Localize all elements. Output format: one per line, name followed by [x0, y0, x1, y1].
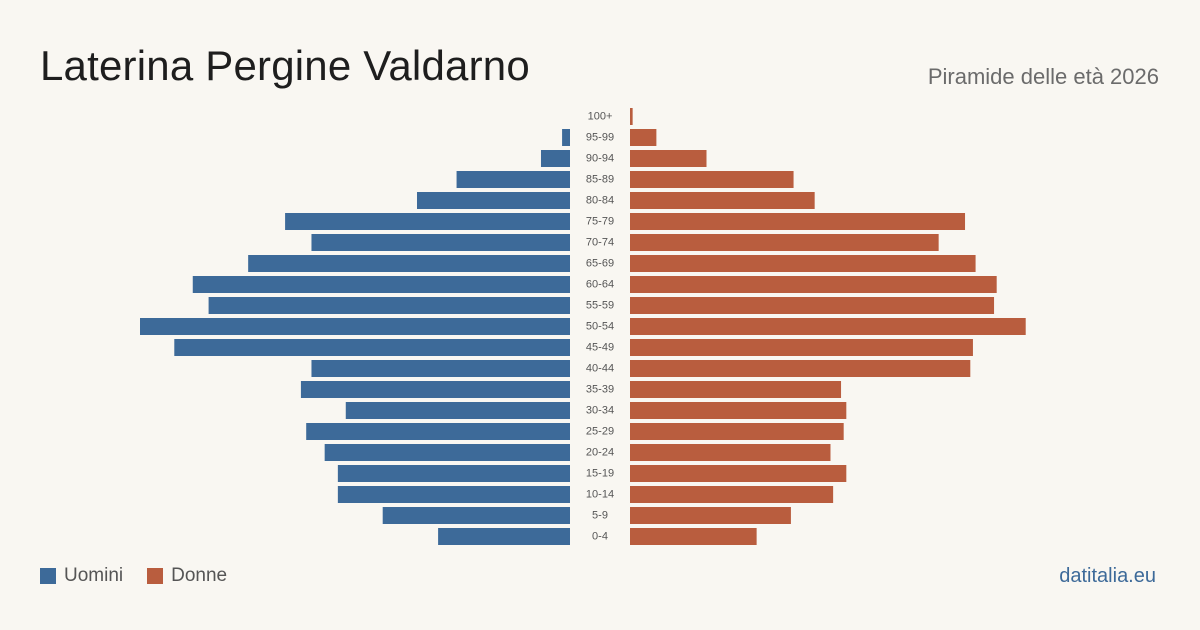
age-label-70-74: 70-74 [586, 237, 614, 249]
bar-men-55-59 [208, 297, 570, 314]
bar-women-100plus [630, 108, 633, 125]
age-label-75-79: 75-79 [586, 216, 614, 228]
bar-men-5-9 [382, 507, 570, 524]
bar-men-75-79 [285, 213, 570, 230]
age-label-55-59: 55-59 [586, 300, 614, 312]
legend-swatch-women [147, 568, 164, 584]
bar-women-70-74 [630, 234, 939, 251]
bar-men-90-94 [540, 150, 570, 167]
legend-item-men: Uomini [40, 565, 123, 587]
bar-men-30-34 [345, 402, 570, 419]
legend-label-men: Uomini [64, 565, 124, 586]
age-label-0-4: 0-4 [592, 531, 608, 543]
chart-subtitle: Piramide delle età 2026 [927, 64, 1159, 89]
chart-title: Laterina Pergine Valdarno [40, 42, 530, 89]
bar-women-95-99 [630, 129, 657, 146]
bar-men-85-89 [456, 171, 570, 188]
bar-women-5-9 [630, 507, 791, 524]
bar-women-45-49 [630, 339, 973, 356]
age-label-90-94: 90-94 [586, 153, 614, 165]
bar-men-65-69 [248, 255, 570, 272]
legend-swatch-men [40, 568, 56, 584]
bar-men-35-39 [300, 381, 570, 398]
bar-men-70-74 [311, 234, 570, 251]
legend-label-women: Donne [171, 565, 228, 586]
bar-women-80-84 [630, 192, 815, 209]
age-label-45-49: 45-49 [586, 342, 614, 354]
bar-women-35-39 [630, 381, 842, 398]
age-label-10-14: 10-14 [586, 489, 614, 501]
bar-women-25-29 [630, 423, 844, 440]
bar-women-65-69 [630, 255, 976, 272]
age-label-30-34: 30-34 [586, 405, 614, 417]
bar-men-25-29 [306, 423, 570, 440]
age-label-60-64: 60-64 [586, 279, 614, 291]
chart-legend: Uomini Donne [40, 565, 251, 587]
bar-women-15-19 [630, 465, 847, 482]
bar-women-30-34 [630, 402, 847, 419]
bar-men-20-24 [324, 444, 570, 461]
bar-women-60-64 [630, 276, 997, 293]
age-label-95-99: 95-99 [586, 132, 614, 144]
bar-men-95-99 [562, 129, 570, 146]
bar-men-40-44 [311, 360, 570, 377]
bar-women-50-54 [630, 318, 1026, 335]
bar-women-40-44 [630, 360, 971, 377]
bar-men-15-19 [337, 465, 570, 482]
age-label-80-84: 80-84 [586, 195, 614, 207]
age-label-50-54: 50-54 [586, 321, 614, 333]
bar-women-75-79 [630, 213, 966, 230]
bar-women-85-89 [630, 171, 794, 188]
age-label-35-39: 35-39 [586, 384, 614, 396]
age-label-85-89: 85-89 [586, 174, 614, 186]
bar-women-10-14 [630, 486, 834, 503]
bar-men-50-54 [140, 318, 570, 335]
age-label-65-69: 65-69 [586, 258, 614, 270]
bar-men-0-4 [438, 528, 570, 545]
age-label-20-24: 20-24 [586, 447, 614, 459]
bar-men-45-49 [174, 339, 570, 356]
legend-item-women: Donne [147, 565, 227, 587]
bar-women-0-4 [630, 528, 757, 545]
age-label-15-19: 15-19 [586, 468, 614, 480]
age-label-100plus: 100+ [588, 111, 613, 123]
age-label-40-44: 40-44 [586, 363, 614, 375]
bar-men-60-64 [192, 276, 570, 293]
bar-women-20-24 [630, 444, 831, 461]
source-link[interactable]: datitalia.eu [1059, 565, 1156, 587]
bar-women-90-94 [630, 150, 707, 167]
age-label-25-29: 25-29 [586, 426, 614, 438]
age-label-5-9: 5-9 [592, 510, 608, 522]
bar-men-10-14 [337, 486, 570, 503]
bar-women-55-59 [630, 297, 995, 314]
bar-men-80-84 [416, 192, 570, 209]
